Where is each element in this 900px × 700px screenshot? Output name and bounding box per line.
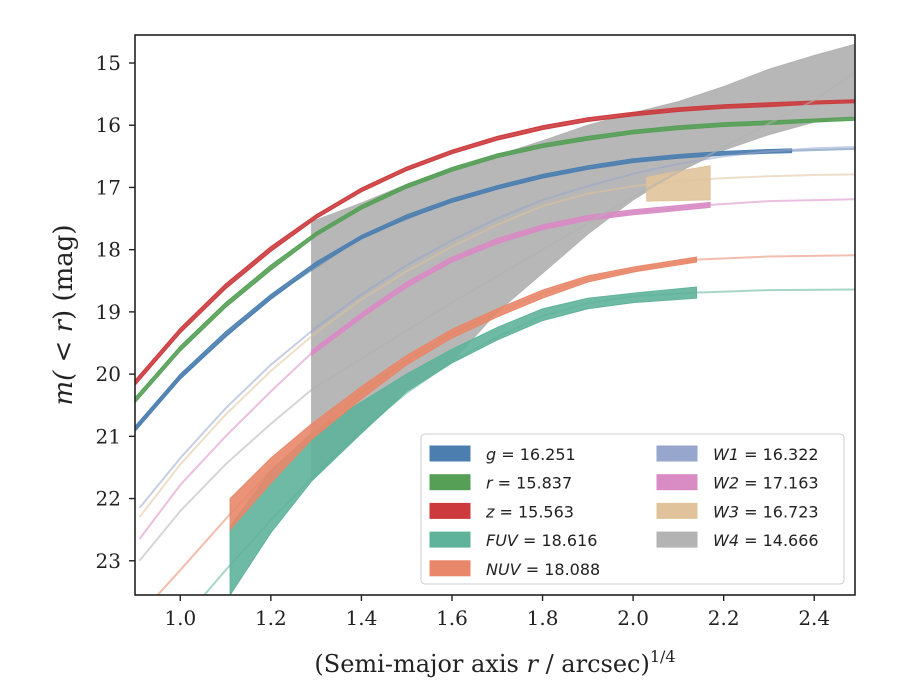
series-w2-extension — [138, 198, 855, 540]
plot-frame — [134, 34, 856, 596]
lines-layer — [135, 71, 855, 595]
x-tick-label: 1.8 — [527, 606, 559, 630]
legend-label-z: z = 15.563 — [485, 502, 574, 521]
x-tick-label: 1.4 — [346, 606, 378, 630]
legend-label-nuv: NUV = 18.088 — [486, 560, 600, 579]
legend-label-r: r = 15.837 — [486, 474, 572, 493]
legend-label-w4: W4 = 14.666 — [713, 531, 819, 550]
x-tick-label: 2.0 — [617, 606, 649, 630]
y-axis: 15 16 17 18 19 20 21 22 23 — [96, 51, 135, 573]
series-w4-extension — [138, 71, 855, 562]
series-fuv-extension — [202, 288, 855, 595]
x-axis: 1.0 1.2 1.4 1.6 1.8 2.0 2.2 2.4 — [164, 595, 830, 630]
legend: g = 16.251 r = 15.837 z = 15.563 FUV = 18.6… — [420, 433, 845, 585]
series-fuv-band — [229, 286, 697, 595]
y-tick-label: 22 — [96, 487, 121, 511]
legend-label-fuv: FUV = 18.616 — [486, 531, 597, 550]
series-nuv-band — [229, 256, 697, 532]
legend-swatch-r — [429, 474, 471, 491]
x-tick-label: 1.6 — [436, 606, 468, 630]
legend-label-w2: W2 = 17.163 — [713, 474, 819, 493]
series-z-band — [135, 99, 855, 387]
series-w4-band — [311, 43, 855, 482]
y-tick-label: 16 — [96, 113, 121, 137]
x-tick-label: 1.2 — [255, 606, 287, 630]
legend-swatch-z — [429, 502, 471, 519]
x-tick-label: 2.2 — [708, 606, 740, 630]
legend-swatch-w3 — [656, 502, 698, 519]
y-tick-label: 18 — [96, 238, 121, 262]
y-tick-label: 23 — [96, 549, 121, 573]
legend-swatch-w2 — [656, 474, 698, 491]
y-axis-title: m( < r) (mag) — [49, 224, 79, 405]
legend-swatch-w4 — [656, 531, 698, 548]
series-w3-extension — [138, 173, 855, 518]
x-tick-label: 1.0 — [164, 606, 196, 630]
x-tick-label: 2.4 — [798, 606, 830, 630]
legend-swatch-w1 — [656, 445, 698, 462]
legend-label-w1: W1 = 16.322 — [713, 445, 819, 464]
legend-box — [420, 433, 845, 585]
series-w1-extension — [138, 146, 855, 509]
y-tick-label: 21 — [96, 424, 121, 448]
y-tick-label: 20 — [96, 362, 121, 386]
series-r-band — [135, 116, 855, 404]
series-nuv-extension — [156, 254, 855, 595]
legend-label-g: g = 16.251 — [486, 445, 576, 464]
y-tick-label: 15 — [96, 51, 121, 75]
x-axis-title: (Semi-major axis r / arcsec)1/4 — [314, 647, 675, 678]
legend-label-w3: W3 = 16.723 — [713, 502, 819, 521]
y-tick-label: 17 — [96, 175, 121, 199]
legend-swatch-nuv — [429, 560, 471, 577]
legend-swatch-g — [429, 445, 471, 462]
y-tick-label: 19 — [96, 300, 121, 324]
legend-swatch-fuv — [429, 531, 471, 548]
